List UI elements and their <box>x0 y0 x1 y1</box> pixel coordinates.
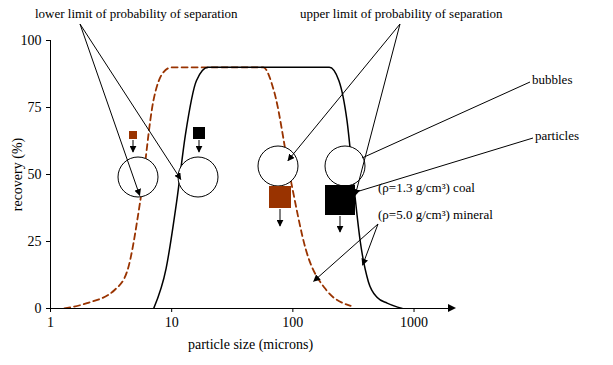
svg-text:(ρ=1.3 g/cm³) coal: (ρ=1.3 g/cm³) coal <box>378 180 475 195</box>
svg-text:50: 50 <box>28 167 42 182</box>
svg-text:upper limit of probability of: upper limit of probability of separation <box>300 6 503 21</box>
svg-text:bubbles: bubbles <box>532 72 572 87</box>
svg-text:1000: 1000 <box>400 315 428 330</box>
svg-text:1: 1 <box>47 315 54 330</box>
svg-text:(ρ=5.0 g/cm³) mineral: (ρ=5.0 g/cm³) mineral <box>378 207 493 222</box>
svg-text:lower limit of probability of: lower limit of probability of separation <box>35 6 238 21</box>
svg-text:75: 75 <box>28 100 42 115</box>
svg-text:100: 100 <box>21 33 42 48</box>
svg-text:25: 25 <box>28 234 42 249</box>
svg-text:particle size (microns): particle size (microns) <box>188 337 314 353</box>
svg-text:particles: particles <box>535 128 579 143</box>
svg-text:10: 10 <box>165 315 179 330</box>
svg-text:recovery (%): recovery (%) <box>10 137 26 211</box>
svg-text:100: 100 <box>282 315 303 330</box>
svg-text:0: 0 <box>35 301 42 316</box>
